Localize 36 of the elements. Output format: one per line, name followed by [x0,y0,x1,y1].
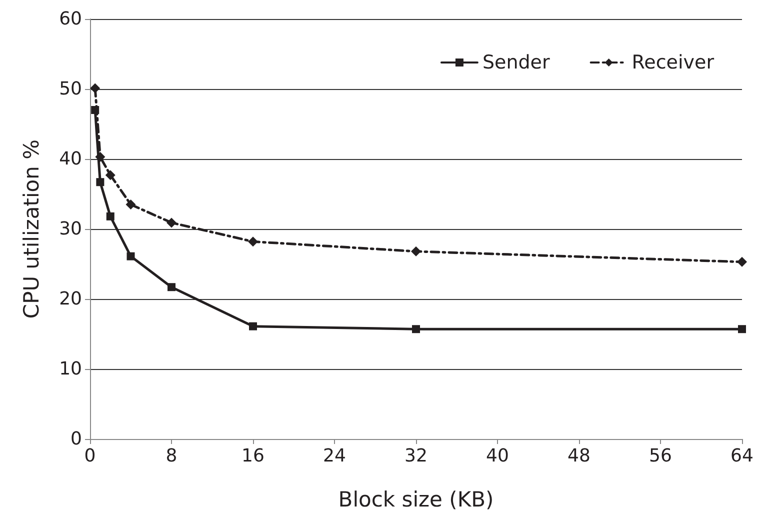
x-tick-label: 16 [242,446,264,466]
point [106,212,114,220]
y-tick-label: 0 [70,428,82,450]
point [411,246,421,256]
x-tick-label: 8 [166,446,178,466]
y-tick-label: 30 [59,218,82,240]
x-tick-label: 56 [649,446,672,466]
point [90,83,100,94]
point [249,322,257,330]
point [737,256,747,267]
point [248,236,258,247]
y-tick-label: 40 [59,148,82,170]
point [738,325,746,334]
x-tick-label: 32 [404,446,428,466]
y-tick-label: 20 [59,288,82,310]
x-tick-label: 40 [486,446,509,466]
point [96,178,104,186]
point [126,200,136,210]
point [166,218,176,228]
point [168,283,176,292]
x-tick-label: 24 [323,446,346,466]
y-tick-label: 50 [59,78,82,100]
x-tick-label: 64 [730,446,754,466]
y-tick-label: 60 [59,8,82,30]
x-tick-label: 48 [568,446,590,466]
point [105,170,116,180]
legend-label: Sender [482,52,550,74]
x-tick-label: 0 [84,446,96,466]
y-tick-label: 10 [59,358,82,380]
x-axis-title: Block size (KB) [338,488,494,512]
y-axis-title: CPU utilization % [20,139,44,319]
point [126,252,135,260]
point [95,152,106,162]
point [412,325,420,334]
legend-label: Receiver [632,52,714,74]
point [91,106,100,114]
